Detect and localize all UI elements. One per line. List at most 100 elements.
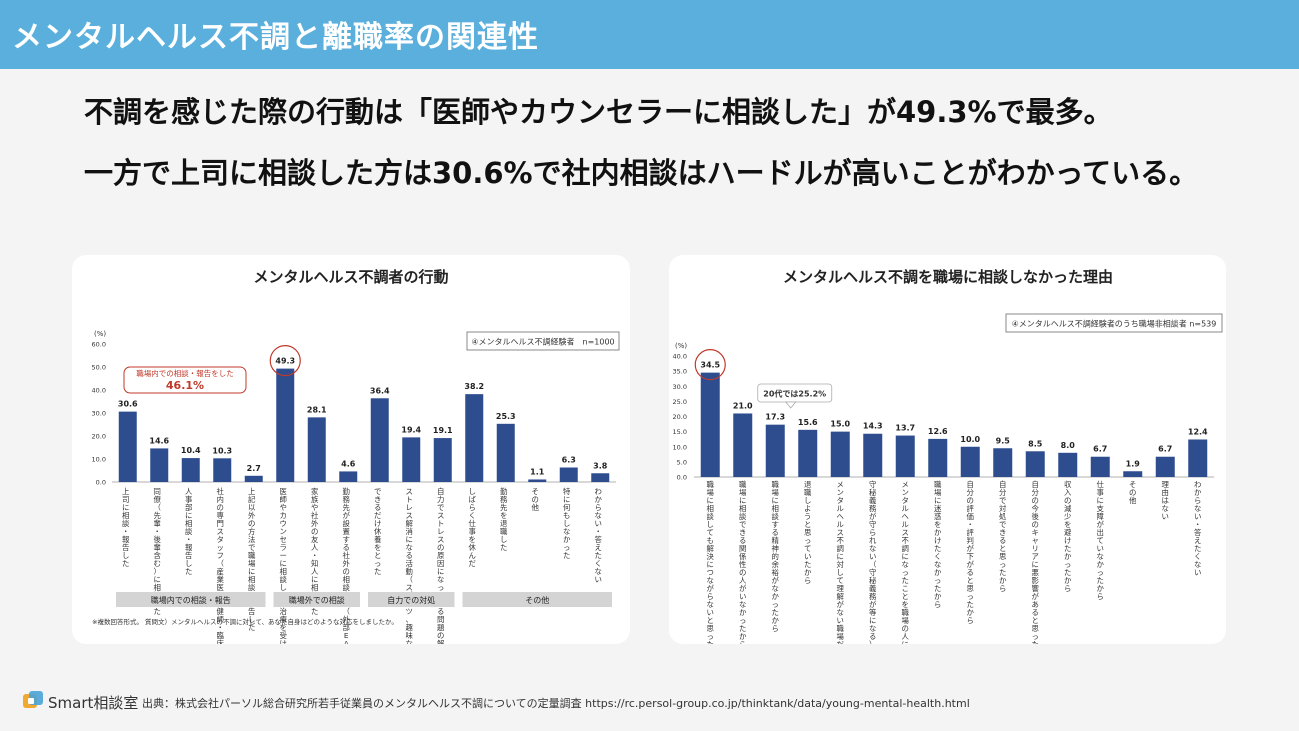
- category-label: 退職しようと思っていたから: [804, 480, 812, 585]
- source-citation: 出典：株式会社パーソル総合研究所若手従業員のメンタルヘルス不調についての定量調査…: [142, 697, 970, 710]
- bar-value-label: 2.7: [247, 464, 261, 473]
- bar: [307, 417, 326, 482]
- bar: [465, 394, 484, 482]
- category-label: 自分の今後のキャリアに悪影響があると思ったから: [1032, 480, 1040, 644]
- category-label: わからない・答えたくない: [595, 487, 603, 584]
- bar-value-label: 13.7: [895, 424, 915, 433]
- bar-value-label: 4.6: [341, 459, 356, 468]
- y-tick-label: 10.0: [92, 456, 106, 464]
- y-tick-label: 50.0: [92, 364, 106, 372]
- bar: [181, 458, 200, 482]
- bar: [895, 435, 915, 477]
- category-label: 自分で対処できると思ったから: [999, 480, 1007, 593]
- bar: [1058, 452, 1078, 477]
- y-tick-label: 40.0: [92, 387, 106, 395]
- bar-value-label: 12.6: [928, 427, 948, 436]
- bar: [798, 429, 818, 477]
- y-tick-label: 20.0: [92, 433, 106, 441]
- y-tick-label: 40.0: [673, 353, 687, 361]
- bar: [591, 473, 610, 482]
- group-bar: [116, 592, 266, 607]
- bar-value-label: 38.2: [464, 382, 484, 391]
- y-tick-label: 20.0: [673, 413, 687, 421]
- bar: [339, 471, 358, 482]
- category-label: できるだけ休養をとった: [374, 487, 382, 576]
- y-tick-label: 0.0: [677, 474, 687, 482]
- category-label: 勤務先が設置する社外の相談窓口（外部EAP）に相談した: [343, 487, 351, 644]
- bar-value-label: 8.0: [1061, 441, 1076, 450]
- bar: [1155, 456, 1175, 477]
- group-bar: [368, 592, 455, 607]
- bar-value-label: 10.3: [212, 446, 232, 455]
- group-bar: [462, 592, 612, 607]
- bar: [863, 433, 883, 477]
- bar: [559, 467, 578, 482]
- logo-text: Smart相談室: [48, 694, 139, 712]
- bar: [733, 413, 753, 477]
- bar: [1123, 471, 1143, 477]
- chart-note: ※複数回答形式。 質問文）メンタルヘルスの不調に対して、あなた自身はどのような対…: [92, 617, 398, 626]
- category-label: 勤務先を退職した: [500, 487, 508, 552]
- bar: [528, 479, 547, 482]
- bar: [993, 448, 1013, 477]
- y-tick-label: 30.0: [92, 410, 106, 418]
- y-tick-label: 0.0: [96, 479, 106, 487]
- category-label: わからない・答えたくない: [1194, 480, 1202, 577]
- bar-value-label: 21.0: [733, 401, 753, 410]
- y-tick-label: 60.0: [92, 341, 106, 349]
- chart-title: メンタルヘルス不調者の行動: [253, 268, 448, 286]
- bar: [830, 431, 850, 477]
- category-label: その他: [532, 487, 540, 512]
- right-bar-chart: メンタルヘルス不調を職場に相談しなかった理由 ④メンタルヘルス不調経験者のうち職場…: [673, 268, 1223, 644]
- bar: [765, 424, 785, 477]
- callout-pointer: [784, 401, 797, 409]
- category-label: 上司に相談・報告した: [122, 487, 130, 568]
- bar: [276, 368, 295, 482]
- legend-text: ④メンタルヘルス不調経験者 n=1000: [471, 337, 614, 347]
- category-label: 上記以外の方法で職場に相談・報告した: [248, 487, 256, 632]
- bar: [244, 475, 263, 482]
- bar: [433, 438, 452, 482]
- bar-value-label: 8.5: [1028, 439, 1043, 448]
- callout-box: [123, 366, 247, 394]
- bar-value-label: 6.7: [1093, 445, 1107, 454]
- y-tick-label: 35.0: [673, 368, 687, 376]
- page-title: メンタルヘルス不調と離職率の関連性: [12, 20, 539, 55]
- group-label: 職場外での相談: [289, 595, 345, 605]
- category-label: ストレス解消になる活動（スポーツ、趣味など）を増やした: [406, 487, 414, 644]
- y-tick-label: 15.0: [673, 428, 687, 436]
- bar-value-label: 6.3: [562, 456, 576, 465]
- y-tick-label: 30.0: [673, 383, 687, 391]
- category-label: 職場に相談する精神的余裕がなかったから: [772, 480, 780, 633]
- bar: [496, 423, 515, 482]
- y-tick-label: 5.0: [677, 458, 687, 466]
- category-label: 理由はない: [1162, 480, 1170, 521]
- group-label: 自力での対処: [387, 595, 435, 605]
- right-chart-card: メンタルヘルス不調を職場に相談しなかった理由 ④メンタルヘルス不調経験者のうち職場…: [669, 255, 1226, 644]
- category-label: メンタルヘルス不調になったことを職場の人に知られたくなかったから: [902, 480, 910, 644]
- bar-value-label: 15.0: [830, 420, 850, 429]
- category-label: 自分の評価・評判が下がると思ったから: [967, 480, 975, 625]
- bar: [1025, 451, 1045, 477]
- headline-line-2: 一方で上司に相談した方は30.6%で社内相談はハードルが高いことがわかっている。: [84, 156, 1199, 190]
- category-label: 収入の減少を避けたかったから: [1064, 480, 1072, 593]
- bar-value-label: 1.1: [530, 467, 545, 476]
- bar-value-label: 6.7: [1158, 445, 1172, 454]
- category-label: 自力でストレスの原因になっている問題の解決に取り組んだ: [437, 487, 445, 644]
- bar-value-label: 36.4: [370, 386, 390, 395]
- bar-value-label: 15.6: [798, 418, 818, 427]
- y-axis-label: (%): [675, 342, 687, 350]
- y-tick-label: 10.0: [673, 443, 687, 451]
- legend-box: [1005, 313, 1223, 333]
- bar-value-label: 10.0: [960, 435, 980, 444]
- bar: [960, 446, 980, 477]
- category-label: 職場に相談しても解決につながらないと思ったから: [707, 480, 715, 644]
- bar-value-label: 14.6: [149, 436, 169, 445]
- bar-value-label: 3.8: [593, 461, 608, 470]
- group-label: 職場内での相談・報告: [151, 595, 231, 605]
- category-label: 特に何もしなかった: [563, 487, 571, 560]
- y-axis-label: (%): [94, 330, 106, 338]
- highlight-circle: [694, 349, 726, 381]
- category-label: しばらく仕事を休んだ: [469, 487, 477, 568]
- legend-text: ④メンタルヘルス不調経験者のうち職場非相談者 n=539: [1012, 319, 1217, 329]
